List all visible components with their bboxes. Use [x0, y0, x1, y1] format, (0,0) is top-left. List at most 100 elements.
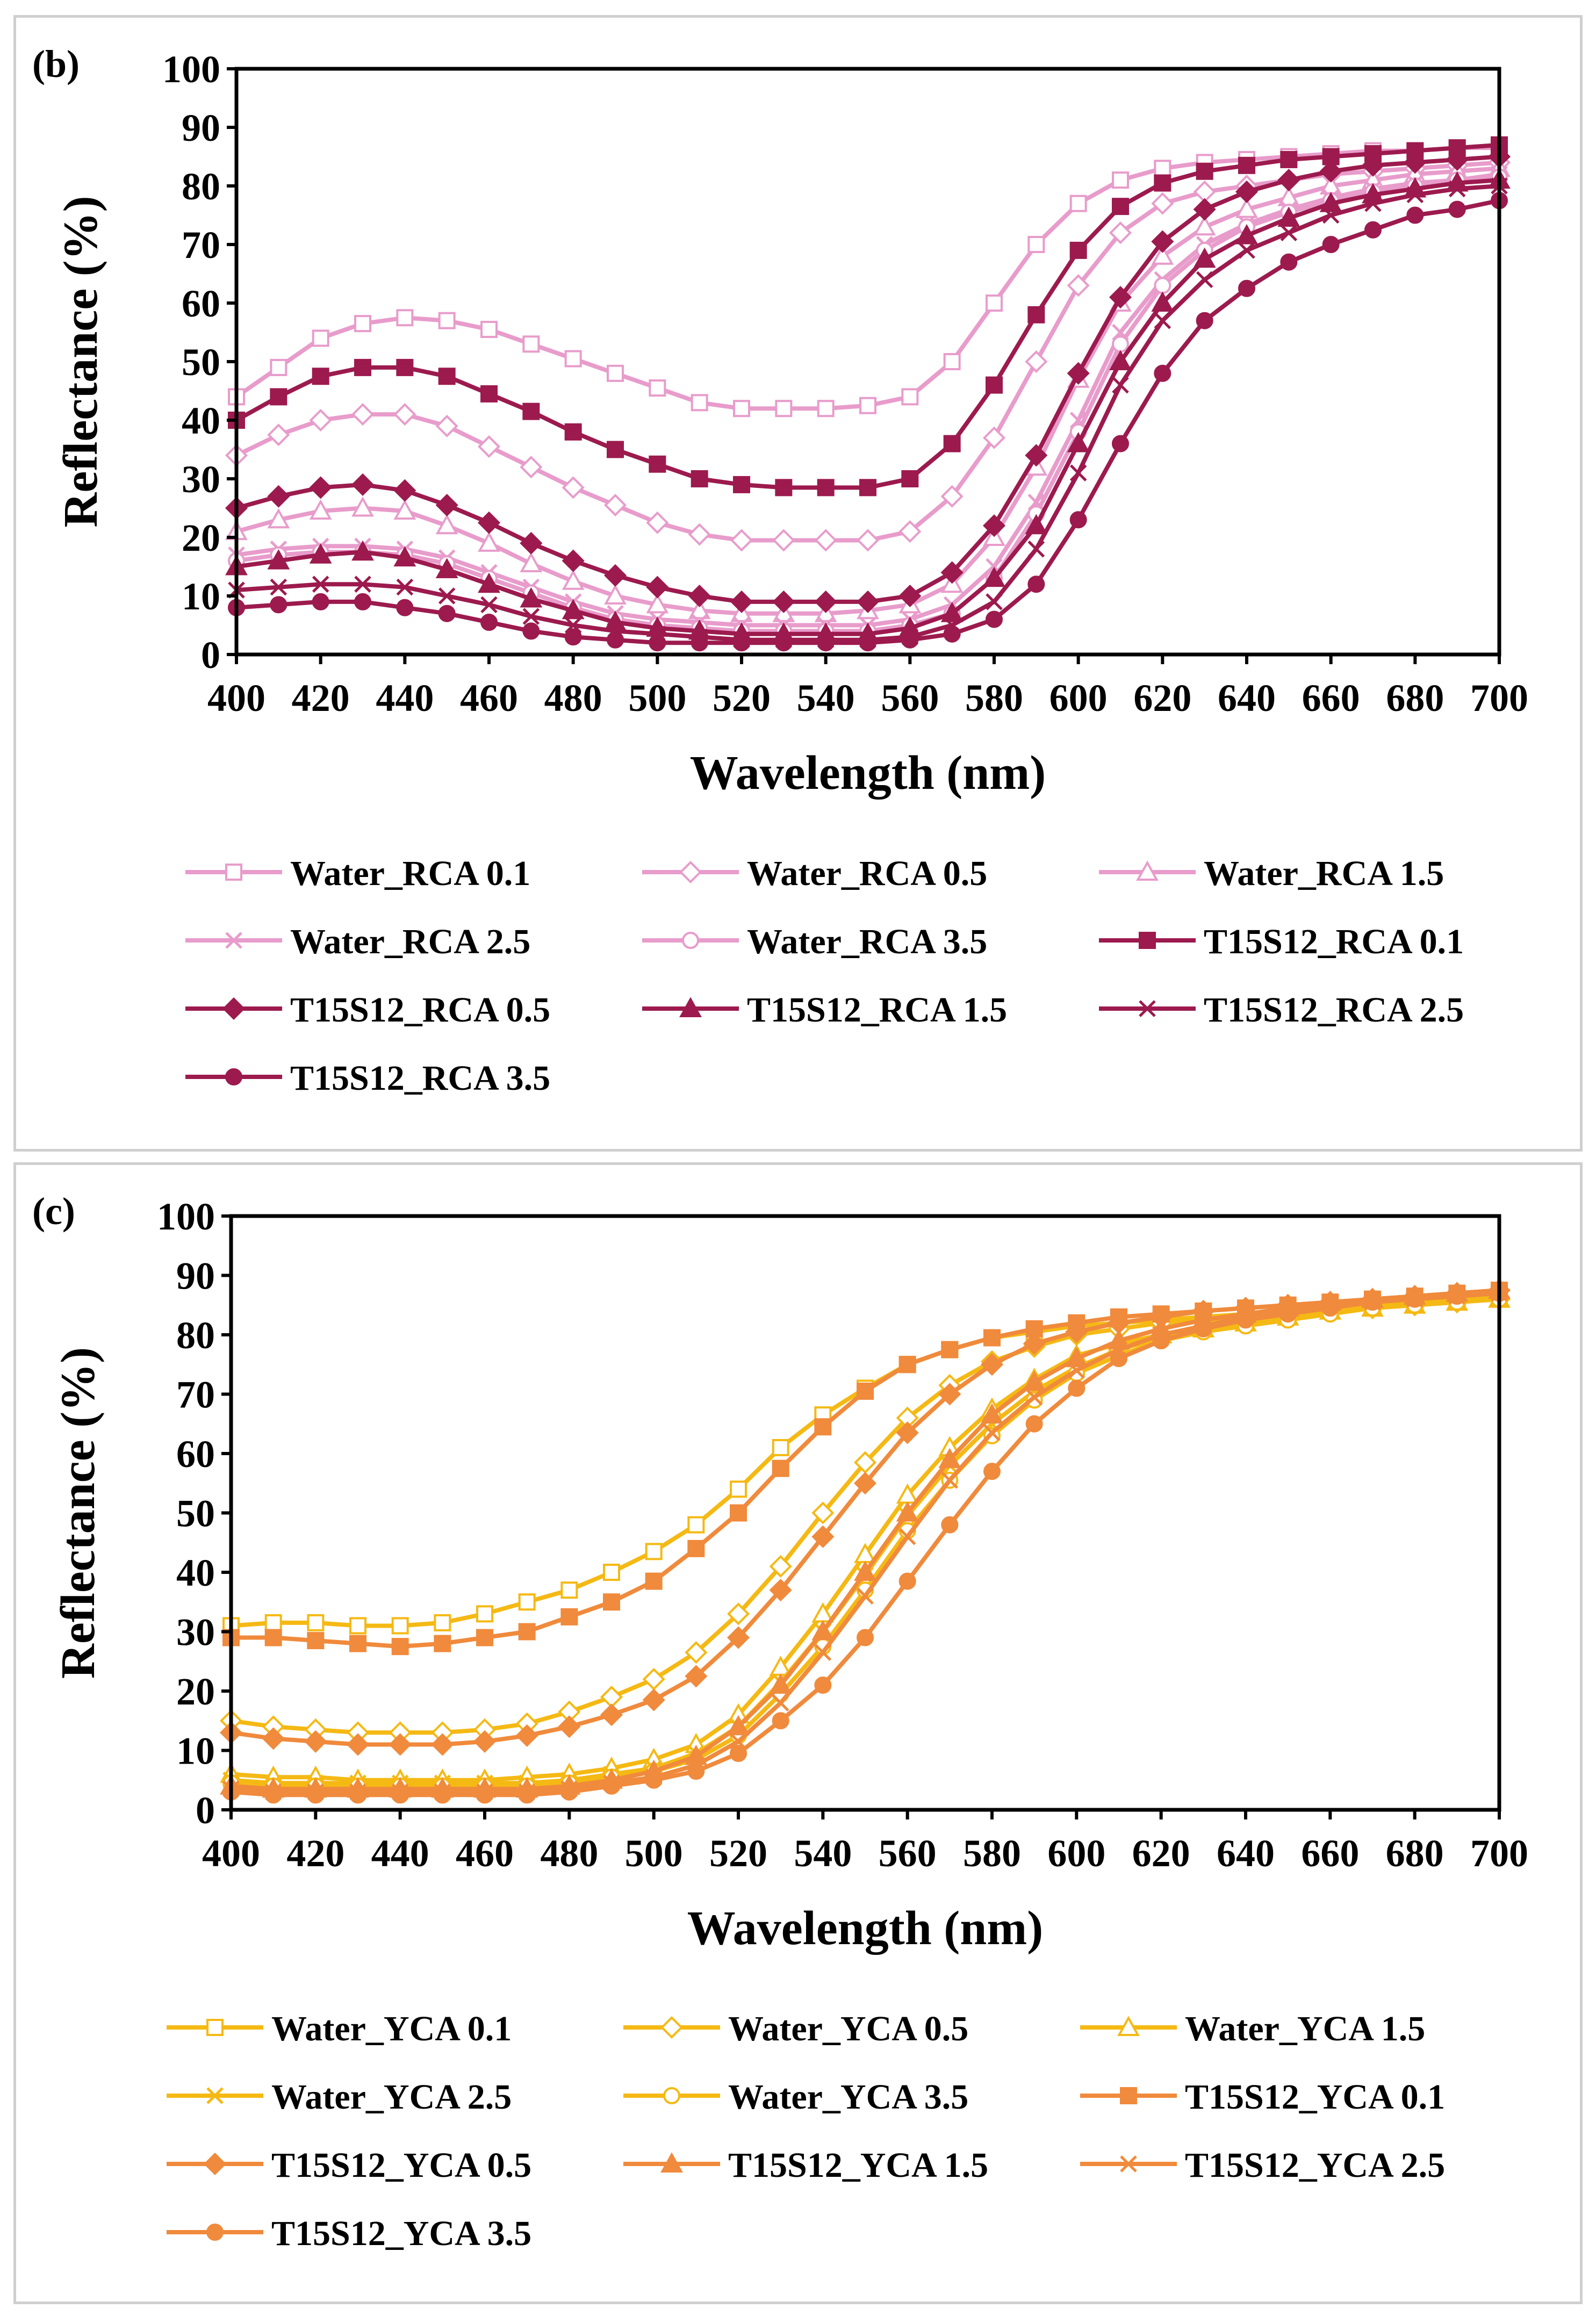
data-point — [1406, 186, 1424, 204]
data-point — [1069, 464, 1087, 481]
data-point — [1322, 206, 1340, 224]
data-point — [645, 1543, 663, 1560]
data-point — [564, 350, 582, 368]
series-line — [231, 1297, 1500, 1782]
data-point — [1280, 150, 1298, 168]
legend-item: T15S12_RCA 0.5 — [185, 990, 550, 1030]
data-point — [896, 1501, 919, 1522]
data-point — [349, 1635, 366, 1652]
legend-marker — [679, 997, 702, 1017]
data-point — [391, 1617, 409, 1635]
series-water-rca-0-1 — [228, 139, 1508, 418]
y-tick-label: 60 — [176, 1433, 215, 1476]
data-point — [940, 485, 964, 508]
legend-marker — [225, 1068, 242, 1085]
data-point — [607, 364, 624, 382]
data-point — [983, 1424, 1001, 1442]
legend-item: Water_YCA 2.5 — [167, 2077, 512, 2117]
x-tick-label: 420 — [292, 677, 350, 720]
data-point — [477, 435, 501, 458]
data-point — [603, 494, 627, 517]
data-point — [1069, 241, 1087, 259]
data-point — [1238, 156, 1255, 174]
legend-marker — [1117, 2016, 1140, 2036]
data-point — [941, 1341, 959, 1358]
legend-marker — [206, 2087, 224, 2104]
x-tick-label: 600 — [1047, 1832, 1105, 1875]
legend-item: Water_RCA 1.5 — [1099, 854, 1444, 893]
data-point — [814, 1418, 832, 1436]
data-point — [1065, 1320, 1088, 1343]
data-point — [396, 578, 414, 596]
data-point — [817, 479, 835, 497]
legend-marker — [206, 2019, 224, 2036]
data-point — [814, 1644, 832, 1661]
legend-marker — [663, 2087, 680, 2104]
data-point — [312, 576, 329, 593]
legend-item: Water_YCA 1.5 — [1080, 2009, 1425, 2048]
data-point — [434, 1786, 451, 1804]
data-point — [1319, 192, 1342, 212]
legend-label: Water_RCA 3.5 — [747, 922, 987, 961]
chart-panel-b: (b) 0 10 20 30 40 50 60 70 80 90 100 400 420 440 460 480… — [13, 15, 1583, 1152]
legend-item: Water_YCA 0.1 — [167, 2009, 512, 2048]
data-point — [349, 1786, 366, 1804]
series-water-yca-0-5 — [219, 1288, 1511, 1744]
data-point — [1196, 271, 1213, 289]
data-point — [1277, 206, 1300, 227]
data-point — [982, 426, 1006, 449]
data-point — [688, 584, 711, 608]
data-point — [1109, 286, 1132, 309]
x-tick-label: 480 — [540, 1832, 598, 1875]
data-point — [1237, 1311, 1254, 1329]
data-point — [941, 1516, 959, 1534]
data-point — [480, 614, 498, 631]
data-point — [687, 1763, 705, 1780]
data-point — [1112, 435, 1129, 452]
data-point — [564, 423, 582, 441]
data-point — [814, 529, 837, 552]
chart-b-svg: (b) 0 10 20 30 40 50 60 70 80 90 100 400 420 440 460 480… — [32, 42, 1528, 1098]
data-point — [262, 1727, 285, 1750]
data-point — [896, 1421, 919, 1444]
data-point — [515, 1724, 538, 1747]
data-point — [941, 1471, 959, 1489]
data-point — [304, 1730, 327, 1753]
data-point — [1448, 180, 1466, 198]
data-point — [1446, 148, 1469, 171]
chart-c-svg: (c) 0 10 20 30 40 50 60 70 80 90 100 400 420 440 460 480… — [32, 1190, 1528, 2253]
data-point — [1280, 224, 1298, 241]
legend-item: Water_YCA 3.5 — [623, 2077, 968, 2117]
y-tick-label: 90 — [176, 1255, 215, 1298]
x-tick-label: 520 — [713, 677, 771, 720]
data-point — [1404, 151, 1427, 174]
x-tick-label: 620 — [1132, 1832, 1190, 1875]
data-point — [1193, 198, 1216, 221]
data-point — [1069, 511, 1087, 529]
x-tick-label: 400 — [202, 1832, 260, 1875]
data-point — [857, 1629, 874, 1646]
data-point — [560, 1783, 578, 1801]
series-water-yca-3-5 — [222, 1290, 1508, 1795]
data-point — [354, 593, 371, 610]
series-water-yca-2-5 — [222, 1290, 1508, 1792]
data-point — [986, 294, 1003, 312]
data-point — [309, 408, 332, 432]
legend-label: T15S12_YCA 3.5 — [271, 2214, 531, 2253]
data-point — [1196, 312, 1213, 329]
data-point — [1109, 350, 1132, 370]
data-point — [1110, 1350, 1127, 1368]
legend-item: Water_RCA 2.5 — [185, 922, 530, 961]
data-point — [393, 479, 416, 502]
legend: Water_RCA 0.1 Water_RCA 0.5 Water_RCA 1.5 W… — [185, 854, 1464, 1098]
x-tick-label: 680 — [1386, 1832, 1444, 1875]
y-tick-label: 100 — [162, 48, 220, 91]
legend-label: T15S12_YCA 1.5 — [728, 2146, 988, 2185]
x-tick-label: 400 — [207, 677, 265, 720]
data-point — [604, 584, 627, 605]
data-point — [1279, 1305, 1297, 1323]
legend-label: T15S12_RCA 3.5 — [290, 1059, 550, 1098]
data-point — [309, 543, 332, 564]
data-point — [769, 1579, 792, 1602]
series-t15s12-yca-3-5 — [222, 1284, 1508, 1804]
